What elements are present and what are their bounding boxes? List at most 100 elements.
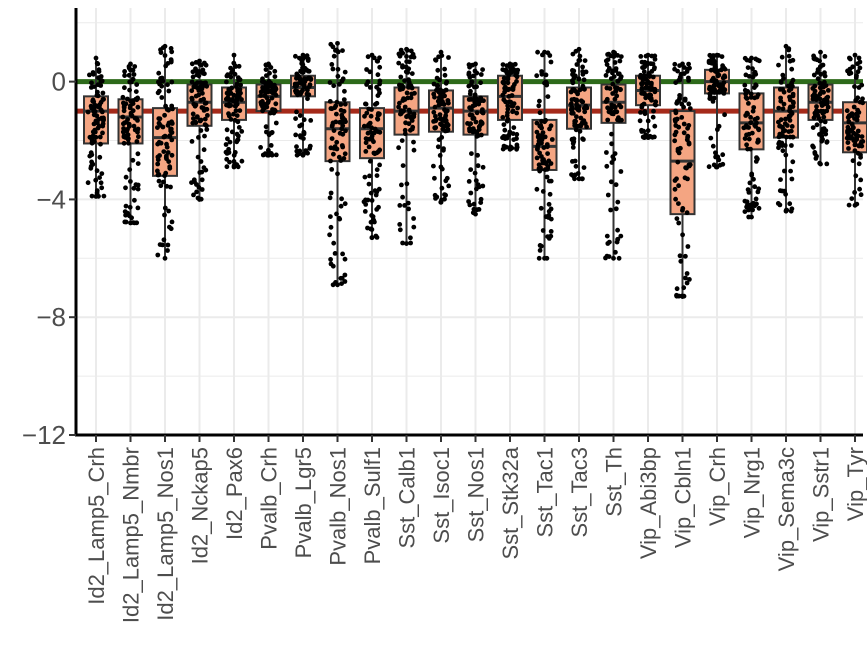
- data-point: [468, 190, 474, 196]
- data-point: [478, 95, 484, 101]
- data-point: [855, 150, 861, 156]
- data-point: [777, 202, 783, 208]
- data-point: [367, 69, 373, 75]
- data-point: [193, 93, 199, 99]
- data-point: [859, 134, 865, 140]
- data-point: [397, 203, 403, 208]
- data-point: [231, 92, 237, 98]
- data-point: [574, 114, 579, 120]
- data-point: [305, 150, 310, 156]
- data-point: [366, 181, 372, 187]
- data-point: [853, 173, 859, 179]
- data-point: [574, 97, 579, 103]
- data-point: [258, 145, 263, 150]
- data-point: [156, 70, 162, 76]
- data-point: [753, 124, 758, 129]
- data-point: [199, 187, 205, 192]
- data-point: [404, 114, 409, 120]
- data-point: [856, 55, 862, 61]
- data-point: [302, 65, 308, 71]
- data-point: [432, 175, 437, 181]
- data-point: [271, 110, 277, 116]
- data-point: [708, 135, 714, 141]
- data-point: [272, 68, 278, 74]
- data-point: [294, 152, 300, 158]
- data-point: [376, 186, 382, 192]
- data-point: [163, 103, 169, 109]
- data-point: [94, 168, 100, 174]
- data-point: [331, 240, 337, 246]
- data-point: [127, 87, 132, 93]
- data-point: [135, 205, 141, 211]
- data-point: [168, 128, 174, 134]
- data-point: [639, 127, 644, 133]
- data-point: [574, 62, 580, 67]
- data-point: [157, 242, 163, 248]
- data-point: [236, 125, 242, 130]
- data-point: [337, 81, 342, 87]
- data-point: [675, 159, 681, 165]
- data-point: [189, 139, 195, 144]
- data-point: [166, 159, 172, 165]
- data-point: [745, 202, 750, 207]
- data-point: [88, 163, 94, 169]
- data-point: [790, 159, 796, 165]
- data-point: [825, 88, 831, 93]
- data-point: [337, 130, 343, 136]
- data-point: [442, 196, 447, 202]
- data-point: [855, 95, 861, 101]
- data-point: [610, 70, 615, 76]
- data-point: [296, 91, 302, 97]
- data-point: [547, 126, 552, 132]
- data-point: [328, 214, 333, 220]
- data-point: [814, 108, 820, 114]
- data-point: [342, 151, 348, 157]
- data-point: [857, 186, 862, 192]
- data-point: [613, 66, 619, 71]
- data-point: [537, 98, 542, 104]
- data-point: [849, 196, 855, 202]
- data-point: [431, 163, 436, 169]
- data-point: [604, 163, 610, 169]
- data-point: [438, 116, 444, 122]
- data-point: [505, 106, 511, 112]
- data-point: [94, 113, 100, 119]
- data-point: [130, 157, 136, 163]
- data-point: [301, 117, 307, 123]
- data-point: [783, 191, 788, 197]
- data-point: [369, 235, 375, 241]
- data-point: [505, 110, 510, 116]
- data-point: [436, 54, 441, 60]
- data-point: [473, 119, 479, 125]
- data-point: [576, 76, 582, 82]
- data-point: [364, 82, 369, 87]
- data-point: [822, 119, 828, 125]
- data-point: [539, 243, 544, 249]
- data-point: [852, 52, 858, 58]
- data-point: [135, 129, 140, 135]
- data-point: [135, 186, 141, 192]
- data-point: [366, 122, 371, 128]
- data-point: [294, 75, 299, 81]
- data-point: [647, 73, 653, 79]
- data-point: [637, 75, 643, 80]
- data-point: [342, 256, 348, 262]
- data-point: [742, 136, 748, 142]
- data-point: [609, 131, 614, 137]
- data-point: [706, 164, 712, 170]
- data-point: [260, 85, 265, 90]
- data-point: [90, 70, 96, 75]
- data-point: [788, 104, 793, 110]
- data-point: [476, 184, 482, 190]
- data-point: [362, 174, 368, 180]
- data-point: [641, 69, 647, 75]
- data-point: [787, 114, 792, 120]
- data-point: [652, 86, 658, 92]
- data-point: [369, 213, 374, 218]
- data-point: [686, 61, 691, 67]
- data-point: [89, 159, 94, 165]
- data-point: [93, 177, 99, 183]
- data-point: [155, 161, 161, 167]
- data-point: [686, 141, 692, 147]
- data-point: [100, 130, 105, 136]
